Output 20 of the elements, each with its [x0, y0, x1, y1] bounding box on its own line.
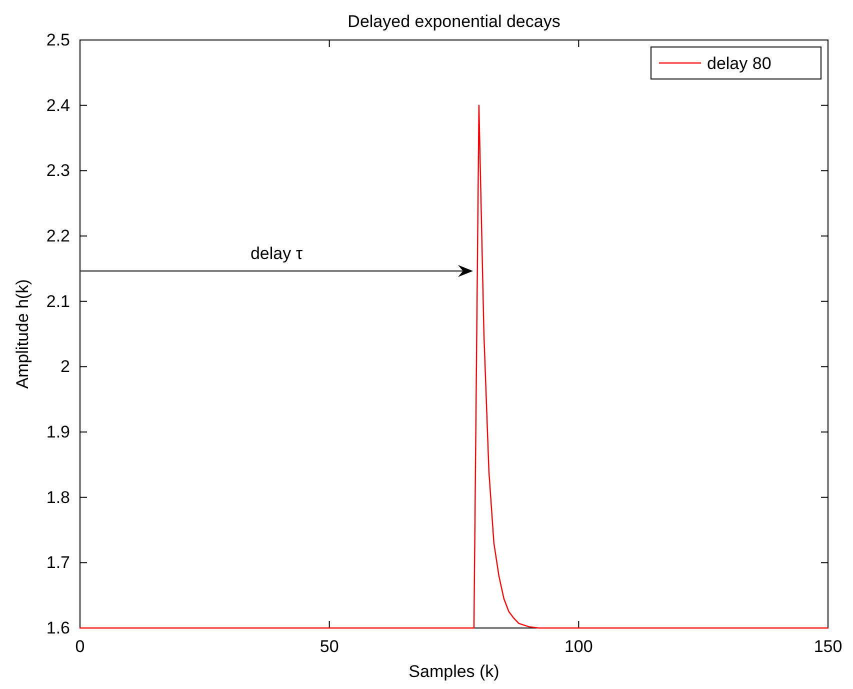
y-tick-label: 2.3 — [46, 161, 70, 180]
y-tick-label: 2 — [60, 357, 70, 376]
y-tick-label: 1.6 — [46, 618, 70, 638]
x-axis-title: Samples (k) — [408, 662, 500, 681]
y-tick-label: 1.8 — [46, 488, 70, 507]
y-tick-label: 1.9 — [46, 422, 70, 442]
y-tick-label: 2.5 — [46, 30, 70, 50]
y-tick-label: 2.2 — [46, 226, 70, 246]
x-tick-label: 50 — [320, 637, 339, 656]
y-axis-title: Amplitude h(k) — [13, 279, 32, 389]
y-tick-label: 1.7 — [46, 553, 70, 572]
annotation: delay τ — [250, 244, 303, 263]
x-tick-label: 100 — [564, 637, 593, 656]
x-tick-label: 150 — [814, 637, 842, 656]
legend-label: delay 80 — [707, 54, 772, 73]
line-series — [79, 104, 829, 629]
chart-title: Delayed exponential decays — [348, 12, 560, 31]
x-tick-label: 0 — [75, 637, 85, 656]
y-tick-label: 2.1 — [46, 292, 70, 311]
y-tick-label: 2.4 — [46, 96, 70, 115]
